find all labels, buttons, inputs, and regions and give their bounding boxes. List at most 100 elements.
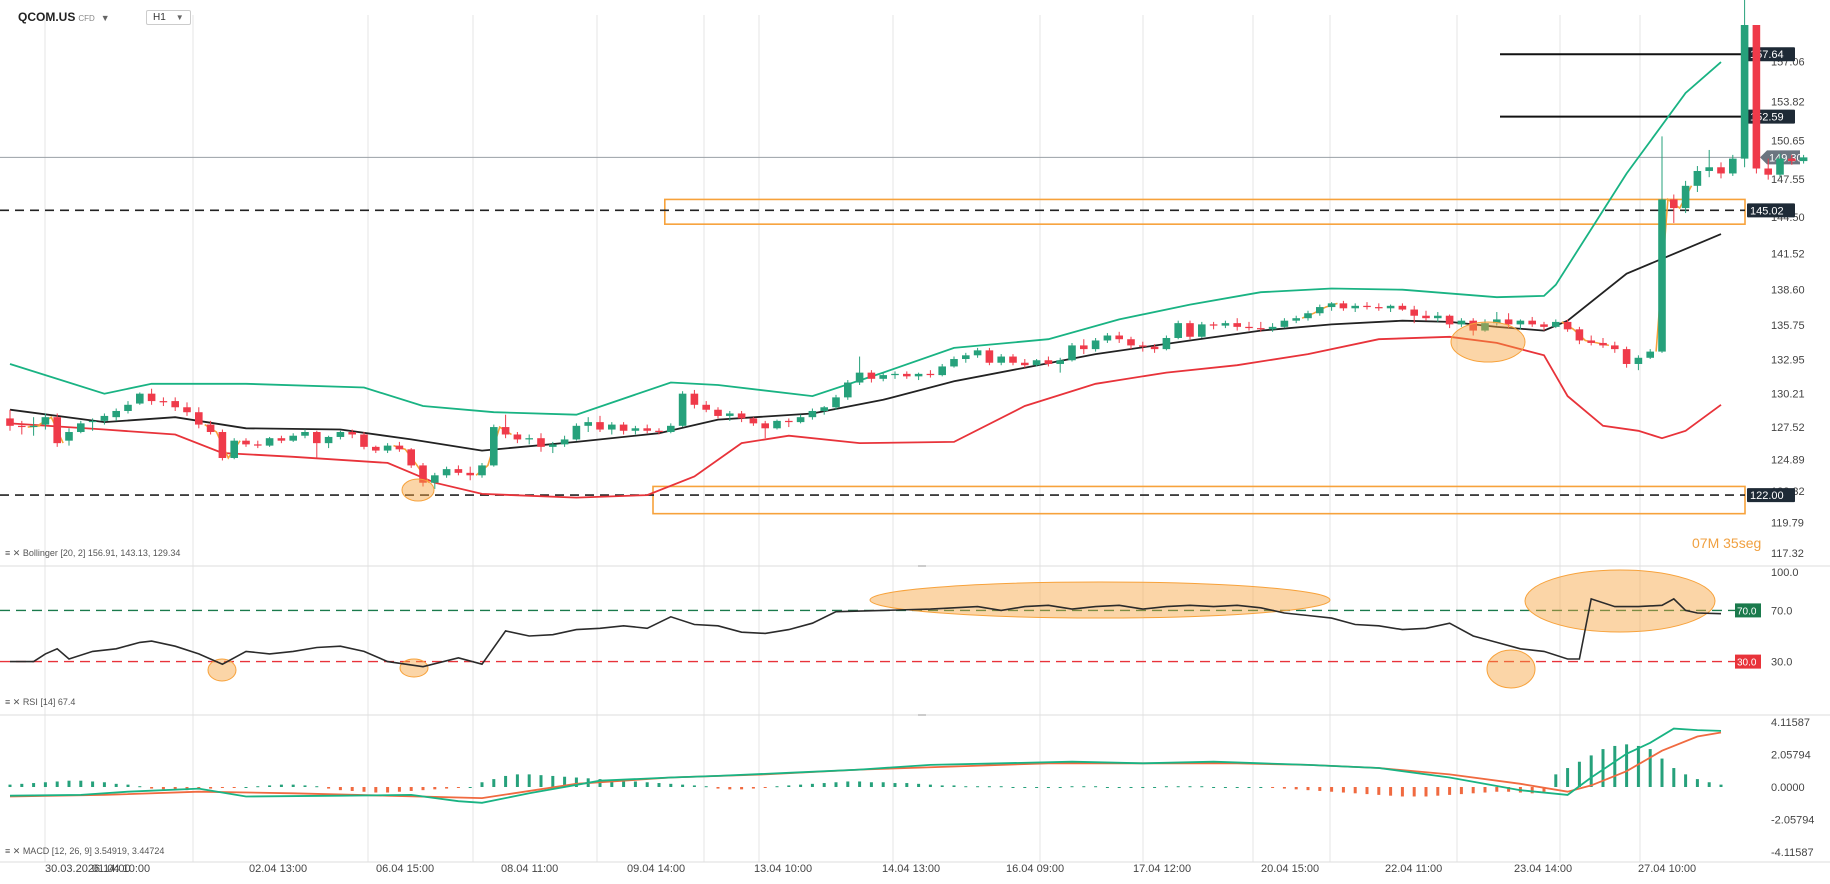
candle-body [808,410,817,418]
symbol-name: QCOM.US [18,10,76,24]
indicator-settings-icon[interactable]: ≡ ✕ [5,548,21,558]
candle-body [761,423,769,429]
candle-body [1705,167,1713,171]
indicator-settings-icon[interactable]: ≡ ✕ [5,697,21,707]
candle-body [147,393,156,402]
time-axis-tick: 22.04 11:00 [1385,863,1442,875]
macd-histogram-bar [1436,787,1440,796]
macd-histogram-bar [279,784,283,787]
candle-body [608,424,616,430]
candle-body [171,401,179,408]
macd-legend[interactable]: ≡ ✕ MACD [12, 26, 9] 3.54919, 3.44724 [5,846,164,857]
indicator-settings-icon[interactable]: ≡ ✕ [5,846,21,856]
macd-histogram-bar [1459,787,1463,795]
macd-histogram-bar [209,787,213,789]
macd-histogram-bar [1141,787,1145,788]
macd-histogram-bar [551,775,555,787]
bollinger-legend[interactable]: ≡ ✕ Bollinger [20, 2] 156.91, 143.13, 12… [5,548,180,559]
macd-histogram-bar [1200,786,1204,788]
candle-body [1799,157,1808,162]
bollinger-lower-line [9,335,1722,499]
macd-histogram-bar [1341,787,1345,793]
rsi-axis-tick: 70.0 [1771,605,1792,617]
symbol-selector[interactable]: QCOM.US CFD ▼ [18,10,110,24]
candle-body [29,425,38,428]
bollinger-upper-line [9,61,1722,416]
candle-body [867,372,876,379]
highlight-ellipse [401,478,435,502]
candle-body [277,438,286,441]
candle-body [265,438,274,446]
candle-body [1410,309,1418,316]
macd-histogram-bar [1011,787,1015,788]
candle-body [619,424,628,431]
candle-body [1563,321,1572,330]
macd-axis-tick: -2.05794 [1771,815,1814,827]
candle-body [1729,158,1737,174]
price-axis-tick: 138.60 [1771,285,1805,297]
macd-histogram-bar [220,787,224,788]
macd-histogram-bar [433,787,437,790]
candle-body [1150,346,1159,350]
chevron-down-icon[interactable]: ▼ [100,13,110,23]
macd-histogram-bar [1094,786,1098,788]
candle-body [1681,185,1690,209]
candle-body [478,465,486,476]
candle-body [1009,356,1017,363]
rsi-axis-tick: 30.0 [1771,657,1792,669]
macd-histogram-bar [1330,787,1334,792]
candle-body [844,382,852,398]
macd-histogram-bar [645,782,649,787]
candle-body [1186,323,1194,337]
macd-histogram-bar [610,779,614,787]
candle-body [1658,199,1666,352]
candle-body [584,422,592,426]
candle-body [513,434,522,440]
macd-histogram-bar [1282,787,1286,789]
macd-histogram-bar [1176,786,1180,788]
candle-body [360,434,368,447]
macd-histogram-bar [1023,787,1027,788]
macd-histogram-bar [43,782,47,787]
macd-histogram-bar [905,783,909,787]
macd-histogram-bar [173,787,177,791]
timeframe-select[interactable]: H1 ▼ [146,10,191,25]
macd-histogram-bar [539,775,543,787]
macd-histogram-bar [150,787,154,789]
macd-histogram-bar [751,787,755,789]
candle-body [678,393,687,426]
candle-body [1634,357,1643,364]
level-price-label: 145.02 [1750,205,1784,217]
macd-histogram-bar [1542,787,1546,792]
candle-body [643,428,651,431]
macd-histogram-bar [716,787,720,789]
candle-body [1398,305,1407,310]
candle-body [1174,323,1182,338]
macd-histogram-bar [1046,787,1050,788]
macd-histogram-bar [350,787,354,791]
macd-histogram-bar [91,781,95,787]
rsi-legend[interactable]: ≡ ✕ RSI [14] 67.4 [5,697,75,708]
candle-body [891,373,899,376]
candle-body [690,393,699,405]
candle-body [926,373,935,376]
macd-histogram-bar [740,787,744,790]
macd-histogram-bar [1412,787,1416,797]
price-axis-tick: 135.75 [1771,320,1805,332]
price-axis-tick: 150.65 [1771,136,1805,148]
candle-body [1717,167,1725,174]
macd-histogram-bar [1271,787,1275,788]
candle-body [832,397,840,408]
candle-body [1516,320,1525,325]
candle-body [1233,323,1241,327]
macd-histogram-bar [32,783,36,787]
macd-histogram-bar [728,787,732,790]
macd-histogram-bar [763,787,767,788]
macd-histogram-bar [1153,787,1157,788]
macd-histogram-bar [1507,787,1511,792]
candle-body [549,444,557,447]
macd-histogram-bar [858,781,862,787]
chevron-down-icon: ▼ [175,13,184,22]
macd-histogram-bar [515,774,519,787]
